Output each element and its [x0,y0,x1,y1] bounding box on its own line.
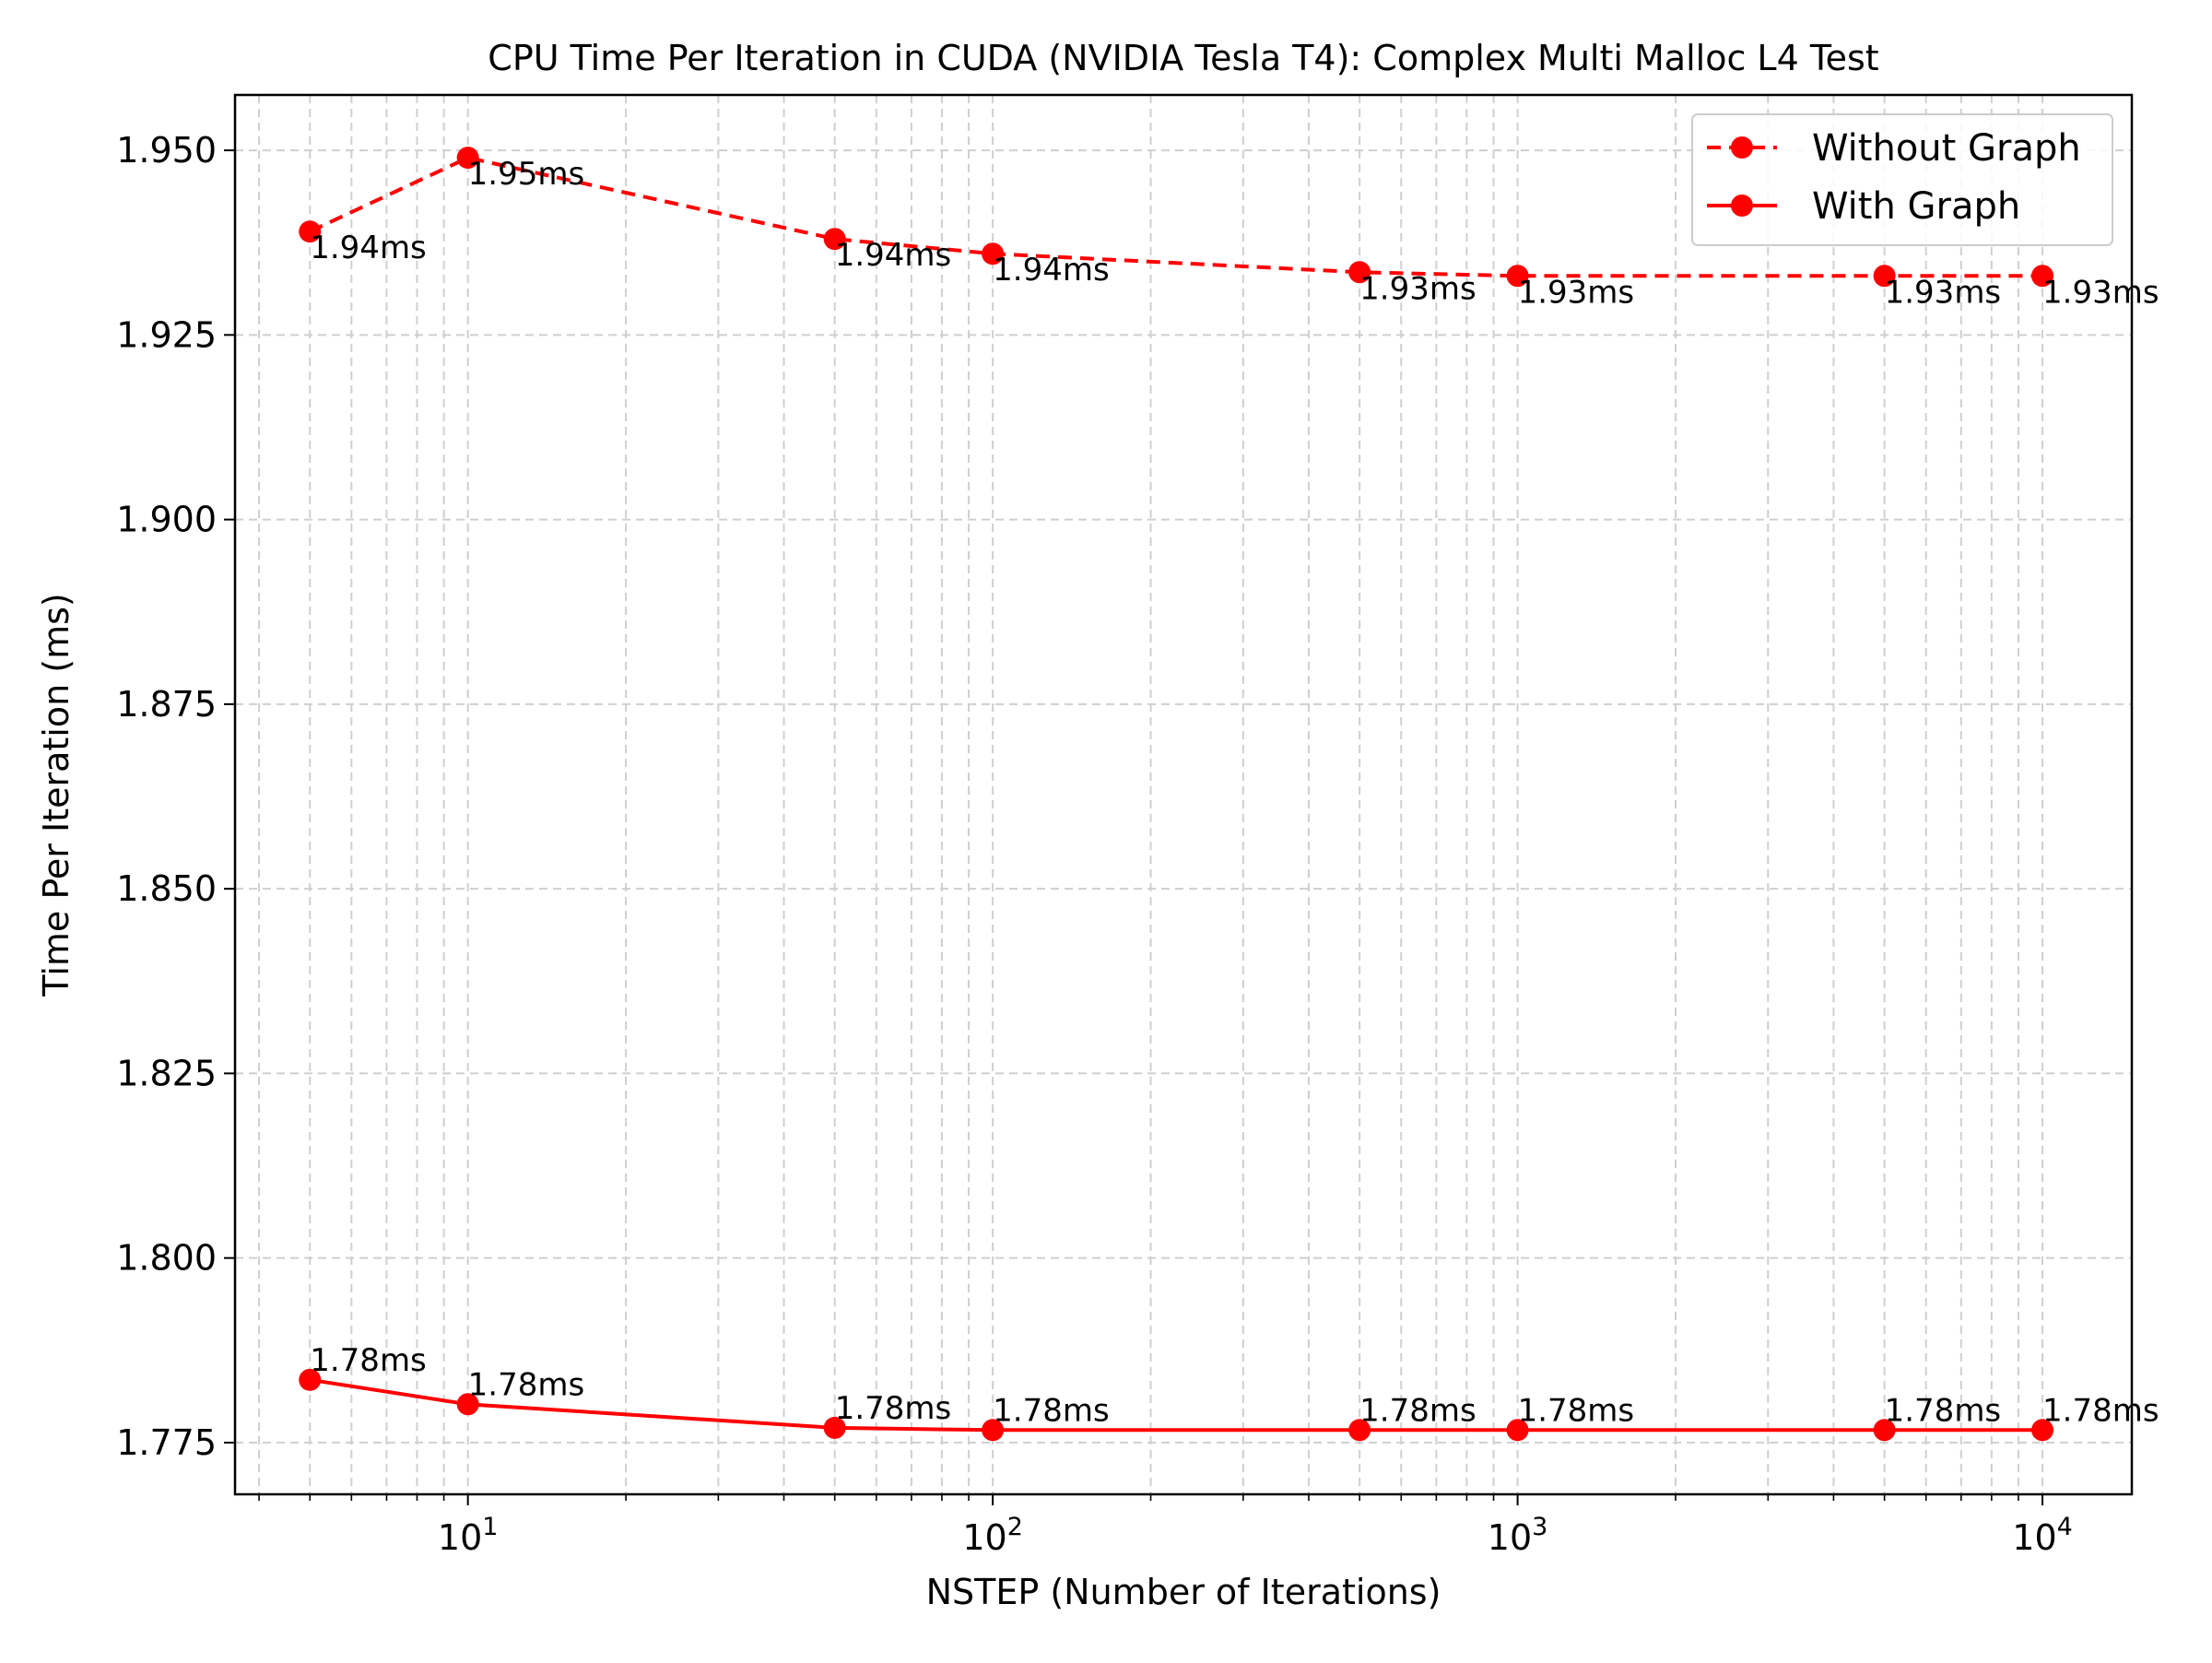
x-tick-label: 101 [438,1513,499,1558]
series-0-marker [823,228,846,251]
x-tick-label: 103 [1488,1513,1548,1558]
data-label: 1.78ms [468,1366,585,1403]
y-axis-label: Time Per Iteration (ms) [36,593,76,997]
axes: 1.775 1.800 1.825 1.850 1.875 1.900 1.925 1.950… [116,130,2073,1558]
data-label: 1.78ms [2042,1392,2159,1429]
series-1-marker [982,1419,1005,1442]
data-label: 1.78ms [1518,1392,1635,1429]
y-tick-label: 1.775 [116,1422,217,1463]
legend: Without Graph With Graph [1691,113,2113,246]
data-label: 1.78ms [310,1342,427,1379]
x-axis-label: NSTEP (Number of Iterations) [926,1572,1441,1612]
series-line-0 [309,156,2042,278]
x-tick-exponent: 2 [1007,1513,1023,1541]
y-tick-label: 1.875 [116,684,217,725]
series-0-marker [1348,261,1371,284]
legend-label-1: With Graph [1812,185,2020,228]
series-1-marker [823,1416,846,1439]
x-tick-label: 104 [2012,1513,2073,1558]
y-tick-label: 1.850 [116,868,217,909]
x-tick-exponent: 3 [1532,1513,1547,1541]
series-line-1 [309,1377,2042,1433]
x-tick-exponent: 4 [2057,1513,2073,1541]
x-tick-base: 10 [962,1517,1006,1558]
data-label: 1.78ms [993,1392,1110,1429]
series-1-marker [1348,1419,1371,1442]
series-1-marker [299,1368,322,1391]
data-label: 1.93ms [1518,274,1635,311]
series-1-marker [1873,1419,1896,1442]
data-label: 1.94ms [835,237,952,274]
series-0-marker [299,220,322,243]
y-tick-label: 1.925 [116,314,217,355]
x-tick-base: 10 [1488,1517,1532,1558]
data-label: 1.93ms [1359,270,1477,307]
legend-marker-0 [1731,136,1753,159]
series-0-marker [456,147,479,170]
chart-title: CPU Time Per Iteration in CUDA (NVIDIA T… [488,38,1878,78]
data-label: 1.94ms [310,230,427,266]
series-0-marker [1506,265,1529,288]
data-label: 1.93ms [2042,274,2159,311]
plot-area-frame [233,93,2134,1496]
series-layer [299,147,2054,1442]
data-label: 1.93ms [1885,274,2002,311]
legend-marker-1 [1731,195,1753,217]
series-0-marker [2031,265,2054,288]
x-tick-label: 102 [962,1513,1023,1558]
x-tick-base: 10 [438,1517,482,1558]
series-0-marker [982,242,1005,265]
data-label: 1.78ms [1885,1392,2002,1429]
series-1-marker [1506,1419,1529,1442]
data-label: 1.95ms [468,156,585,193]
data-label: 1.94ms [993,252,1110,289]
x-tick-exponent: 1 [482,1513,498,1541]
data-label: 1.78ms [1359,1392,1477,1429]
x-tick-base: 10 [2012,1517,2056,1558]
y-tick-label: 1.825 [116,1053,217,1093]
legend-label-0: Without Graph [1812,127,2081,170]
series-1-marker [2031,1419,2054,1442]
y-tick-label: 1.900 [116,500,217,540]
series-0-marker [1873,265,1896,288]
y-tick-label: 1.950 [116,130,217,171]
legend-box [1691,113,2113,246]
series-1-marker [456,1393,479,1416]
data-labels: 1.94ms 1.95ms 1.94ms 1.94ms 1.93ms 1.93ms 1.93… [310,156,2159,1429]
grid [235,95,2132,1494]
y-tick-label: 1.800 [116,1238,217,1279]
data-label: 1.78ms [835,1390,952,1427]
